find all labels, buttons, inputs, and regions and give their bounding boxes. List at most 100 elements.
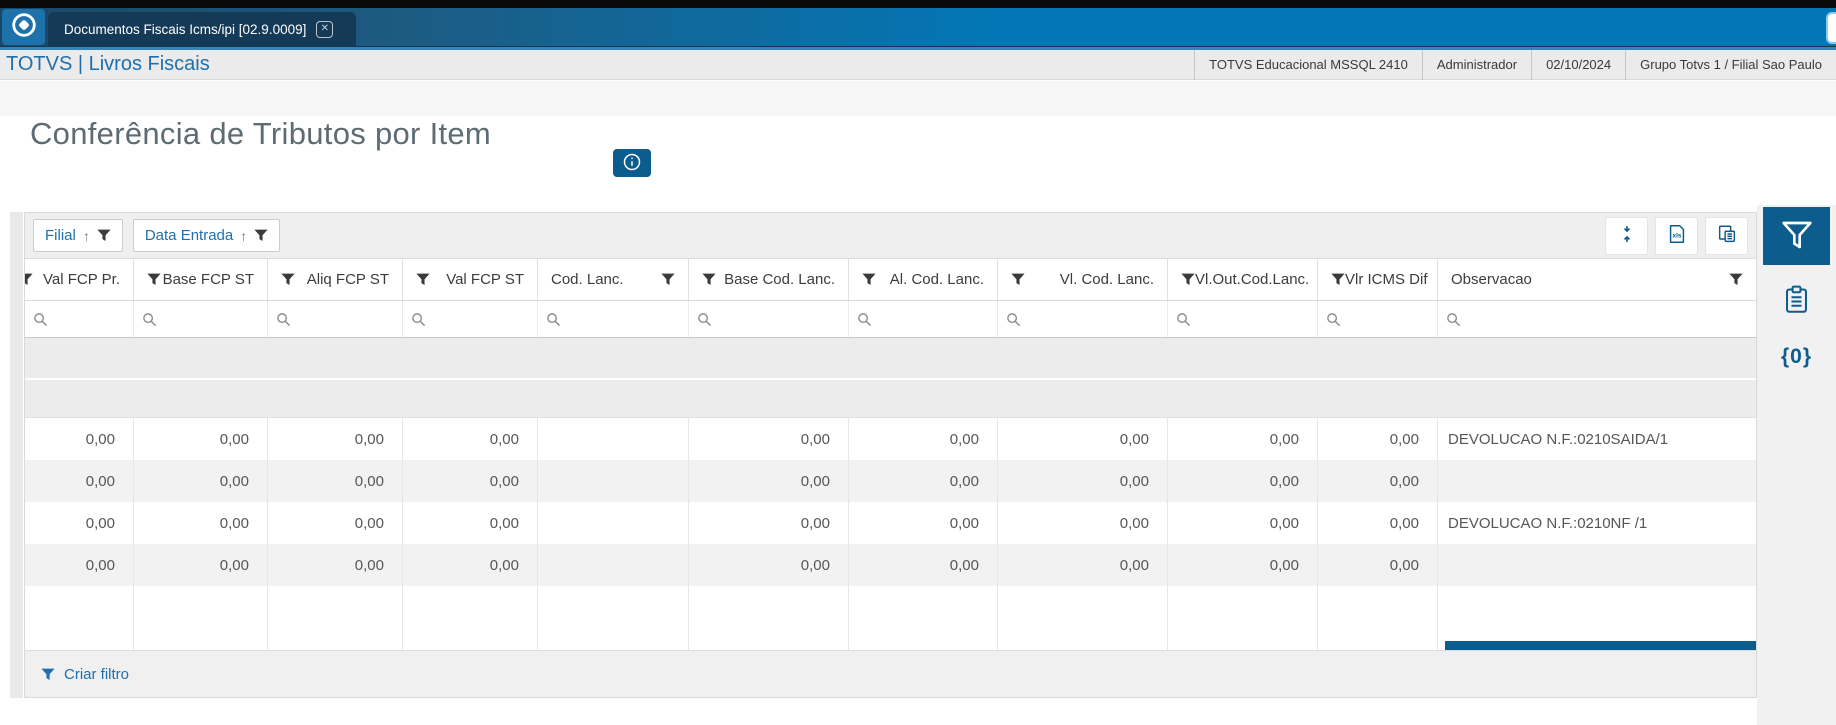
column-filter-input[interactable]: [1195, 311, 1317, 327]
info-icon: [622, 152, 642, 175]
column-filter-input[interactable]: [876, 311, 997, 327]
filter-funnel-icon[interactable]: [1729, 273, 1743, 286]
cell-base-fcp-st: 0,00: [134, 460, 268, 502]
sort-filter-button-filial[interactable]: Filial ↑: [33, 219, 123, 252]
column-filter-input[interactable]: [52, 311, 133, 327]
fit-rows-button[interactable]: [1605, 216, 1648, 255]
table-row[interactable]: 0,00 0,00 0,00 0,00 0,00 0,00 0,00 0,00 0,00 DEVO…: [25, 502, 1756, 544]
cell-cod-lanc: [538, 460, 689, 502]
cell-vl-cod-lanc: 0,00: [998, 502, 1168, 544]
export-xlsx-button[interactable]: xls: [1655, 216, 1698, 255]
column-filter-input[interactable]: [1465, 311, 1756, 327]
filter-funnel-icon[interactable]: [1011, 273, 1025, 286]
company-branch-label: Grupo Totvs 1 / Filial Sao Paulo: [1625, 49, 1836, 80]
svg-text:xls: xls: [1672, 233, 1681, 240]
cell-al-cod-lanc: 0,00: [849, 544, 998, 586]
column-header-al-cod-lanc[interactable]: Al. Cod. Lanc.: [849, 259, 998, 300]
tab-bar-border-light: [0, 47, 1836, 50]
column-header-base-fcp-st[interactable]: Base FCP ST: [134, 259, 268, 300]
arrows-collapse-icon: [1617, 224, 1637, 247]
column-header-base-cod-lanc[interactable]: Base Cod. Lanc.: [689, 259, 849, 300]
tab-close-icon[interactable]: ✕: [316, 20, 334, 38]
column-label: Vl. Cod. Lanc.: [1059, 271, 1154, 288]
column-filter-vl-cod-lanc[interactable]: [998, 301, 1168, 337]
column-filter-vlr-icms-dif[interactable]: [1318, 301, 1438, 337]
cell-al-cod-lanc: 0,00: [849, 460, 998, 502]
column-header-vlr-icms-dif[interactable]: Vlr ICMS Dif: [1318, 259, 1438, 300]
empty-cell: [268, 586, 403, 650]
column-header-observacao[interactable]: Observacao: [1438, 259, 1756, 300]
app-brand: TOTVS | Livros Fiscais: [6, 53, 210, 75]
column-filter-input[interactable]: [295, 311, 402, 327]
filter-funnel-icon[interactable]: [1331, 273, 1345, 286]
horizontal-scrollbar-thumb[interactable]: [1445, 641, 1756, 650]
sort-filter-button-data-entrada[interactable]: Data Entrada ↑: [132, 219, 281, 252]
filter-panel-button[interactable]: [1763, 207, 1830, 265]
table-row[interactable]: 0,00 0,00 0,00 0,00 0,00 0,00 0,00 0,00 0,00: [25, 544, 1756, 586]
column-filter-val-fcp-pr[interactable]: [25, 301, 134, 337]
create-filter-link[interactable]: Criar filtro: [41, 666, 129, 683]
filter-funnel-icon[interactable]: [147, 273, 161, 286]
grid-filter-row: [25, 301, 1756, 338]
empty-cell: [689, 586, 849, 650]
cell-val-fcp-pr: 0,00: [25, 460, 134, 502]
cell-vlr-icms-dif: 0,00: [1318, 544, 1438, 586]
column-header-vl-cod-lanc[interactable]: Vl. Cod. Lanc.: [998, 259, 1168, 300]
clipboard-panel-button[interactable]: [1774, 281, 1820, 321]
empty-cell: [998, 586, 1168, 650]
grid-header-row: Val FCP Pr. Base FCP ST Aliq FCP ST Val FCP…: [25, 259, 1756, 301]
filter-funnel-icon[interactable]: [661, 273, 675, 286]
filter-funnel-icon[interactable]: [1181, 273, 1195, 286]
column-filter-input[interactable]: [430, 311, 537, 327]
filter-funnel-icon: [97, 229, 111, 242]
cell-cod-lanc: [538, 502, 689, 544]
tab-bar: Documentos Fiscais Icms/ipi [02.9.0009] …: [0, 8, 1836, 46]
column-header-vl-out-cod-lanc[interactable]: Vl.Out.Cod.Lanc.: [1168, 259, 1318, 300]
cell-val-fcp-st: 0,00: [403, 460, 538, 502]
column-header-aliq-fcp-st[interactable]: Aliq FCP ST: [268, 259, 403, 300]
column-filter-cod-lanc[interactable]: [538, 301, 689, 337]
filter-funnel-icon[interactable]: [416, 273, 430, 286]
column-label: Cod. Lanc.: [551, 271, 624, 288]
column-filter-al-cod-lanc[interactable]: [849, 301, 998, 337]
cell-val-fcp-st: 0,00: [403, 502, 538, 544]
column-filter-aliq-fcp-st[interactable]: [268, 301, 403, 337]
cell-base-cod-lanc: 0,00: [689, 418, 849, 460]
column-label: Al. Cod. Lanc.: [889, 271, 984, 288]
column-filter-input[interactable]: [1025, 311, 1167, 327]
copy-grid-button[interactable]: [1705, 216, 1748, 255]
column-header-cod-lanc[interactable]: Cod. Lanc.: [538, 259, 689, 300]
table-row[interactable]: 0,00 0,00 0,00 0,00 0,00 0,00 0,00 0,00 0,00: [25, 460, 1756, 502]
tab-documentos-fiscais[interactable]: Documentos Fiscais Icms/ipi [02.9.0009] …: [48, 12, 356, 46]
cell-cod-lanc: [538, 418, 689, 460]
column-filter-input[interactable]: [716, 311, 848, 327]
filter-funnel-icon[interactable]: [25, 273, 33, 286]
search-icon: [1006, 312, 1021, 327]
cell-val-fcp-st: 0,00: [403, 418, 538, 460]
variables-panel-button[interactable]: {0}: [1774, 337, 1820, 377]
tax-grid-panel: Filial ↑ Data Entrada ↑ xls Val FCP Pr. B…: [24, 212, 1757, 698]
column-filter-base-cod-lanc[interactable]: [689, 301, 849, 337]
column-filter-vl-out-cod-lanc[interactable]: [1168, 301, 1318, 337]
header-gray-band: [0, 81, 1836, 116]
cell-vl-out-cod-lanc: 0,00: [1168, 502, 1318, 544]
column-header-val-fcp-pr[interactable]: Val FCP Pr.: [25, 259, 134, 300]
cell-base-fcp-st: 0,00: [134, 502, 268, 544]
tab-scroll-button[interactable]: [1826, 12, 1836, 44]
filter-funnel-icon[interactable]: [281, 273, 295, 286]
filter-funnel-icon[interactable]: [862, 273, 876, 286]
empty-cell: [134, 586, 268, 650]
column-filter-observacao[interactable]: [1438, 301, 1756, 337]
column-header-val-fcp-st[interactable]: Val FCP ST: [403, 259, 538, 300]
info-button[interactable]: [613, 149, 651, 177]
column-filter-input[interactable]: [1345, 311, 1437, 327]
table-row[interactable]: 0,00 0,00 0,00 0,00 0,00 0,00 0,00 0,00 0,00 DEVO…: [25, 418, 1756, 460]
column-filter-base-fcp-st[interactable]: [134, 301, 268, 337]
column-filter-val-fcp-st[interactable]: [403, 301, 538, 337]
filter-funnel-icon[interactable]: [702, 273, 716, 286]
totvs-logo-button[interactable]: [2, 9, 45, 45]
cell-base-cod-lanc: 0,00: [689, 502, 849, 544]
search-icon: [1446, 312, 1461, 327]
column-filter-input[interactable]: [161, 311, 267, 327]
column-filter-input[interactable]: [565, 311, 688, 327]
